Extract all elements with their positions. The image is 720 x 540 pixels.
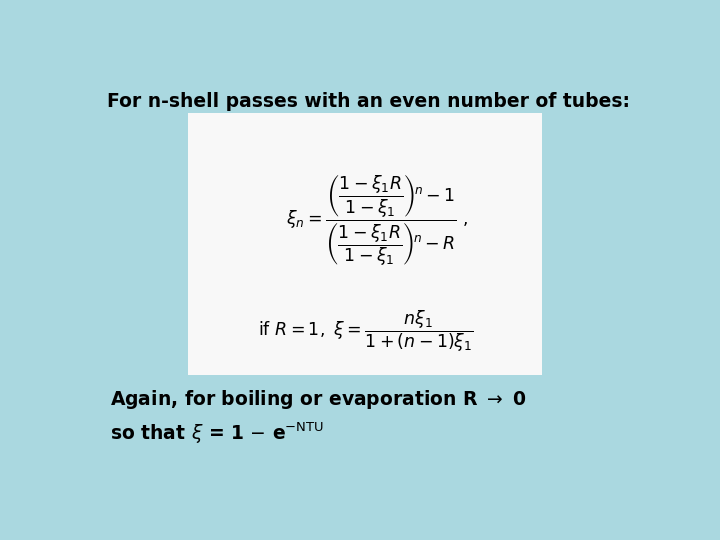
Text: so that $\xi$ = 1 $-$ e$^{\mathsf{-NTU}}$: so that $\xi$ = 1 $-$ e$^{\mathsf{-NTU}}… — [109, 420, 324, 445]
Text: For n-shell passes with an even number of tubes:: For n-shell passes with an even number o… — [107, 92, 630, 111]
Text: $\mathrm{if}\ R = 1,\ \xi = \dfrac{n\xi_1}{1+(n-1)\xi_1}$: $\mathrm{if}\ R = 1,\ \xi = \dfrac{n\xi_… — [258, 308, 474, 354]
Text: Again, for boiling or evaporation R $\rightarrow$ 0: Again, for boiling or evaporation R $\ri… — [109, 388, 526, 411]
FancyBboxPatch shape — [188, 113, 542, 375]
Text: $\xi_n = \dfrac{\left(\dfrac{1-\xi_1 R}{1-\xi_1}\right)^{\!n} - 1}{\left(\dfrac{: $\xi_n = \dfrac{\left(\dfrac{1-\xi_1 R}{… — [287, 173, 469, 268]
